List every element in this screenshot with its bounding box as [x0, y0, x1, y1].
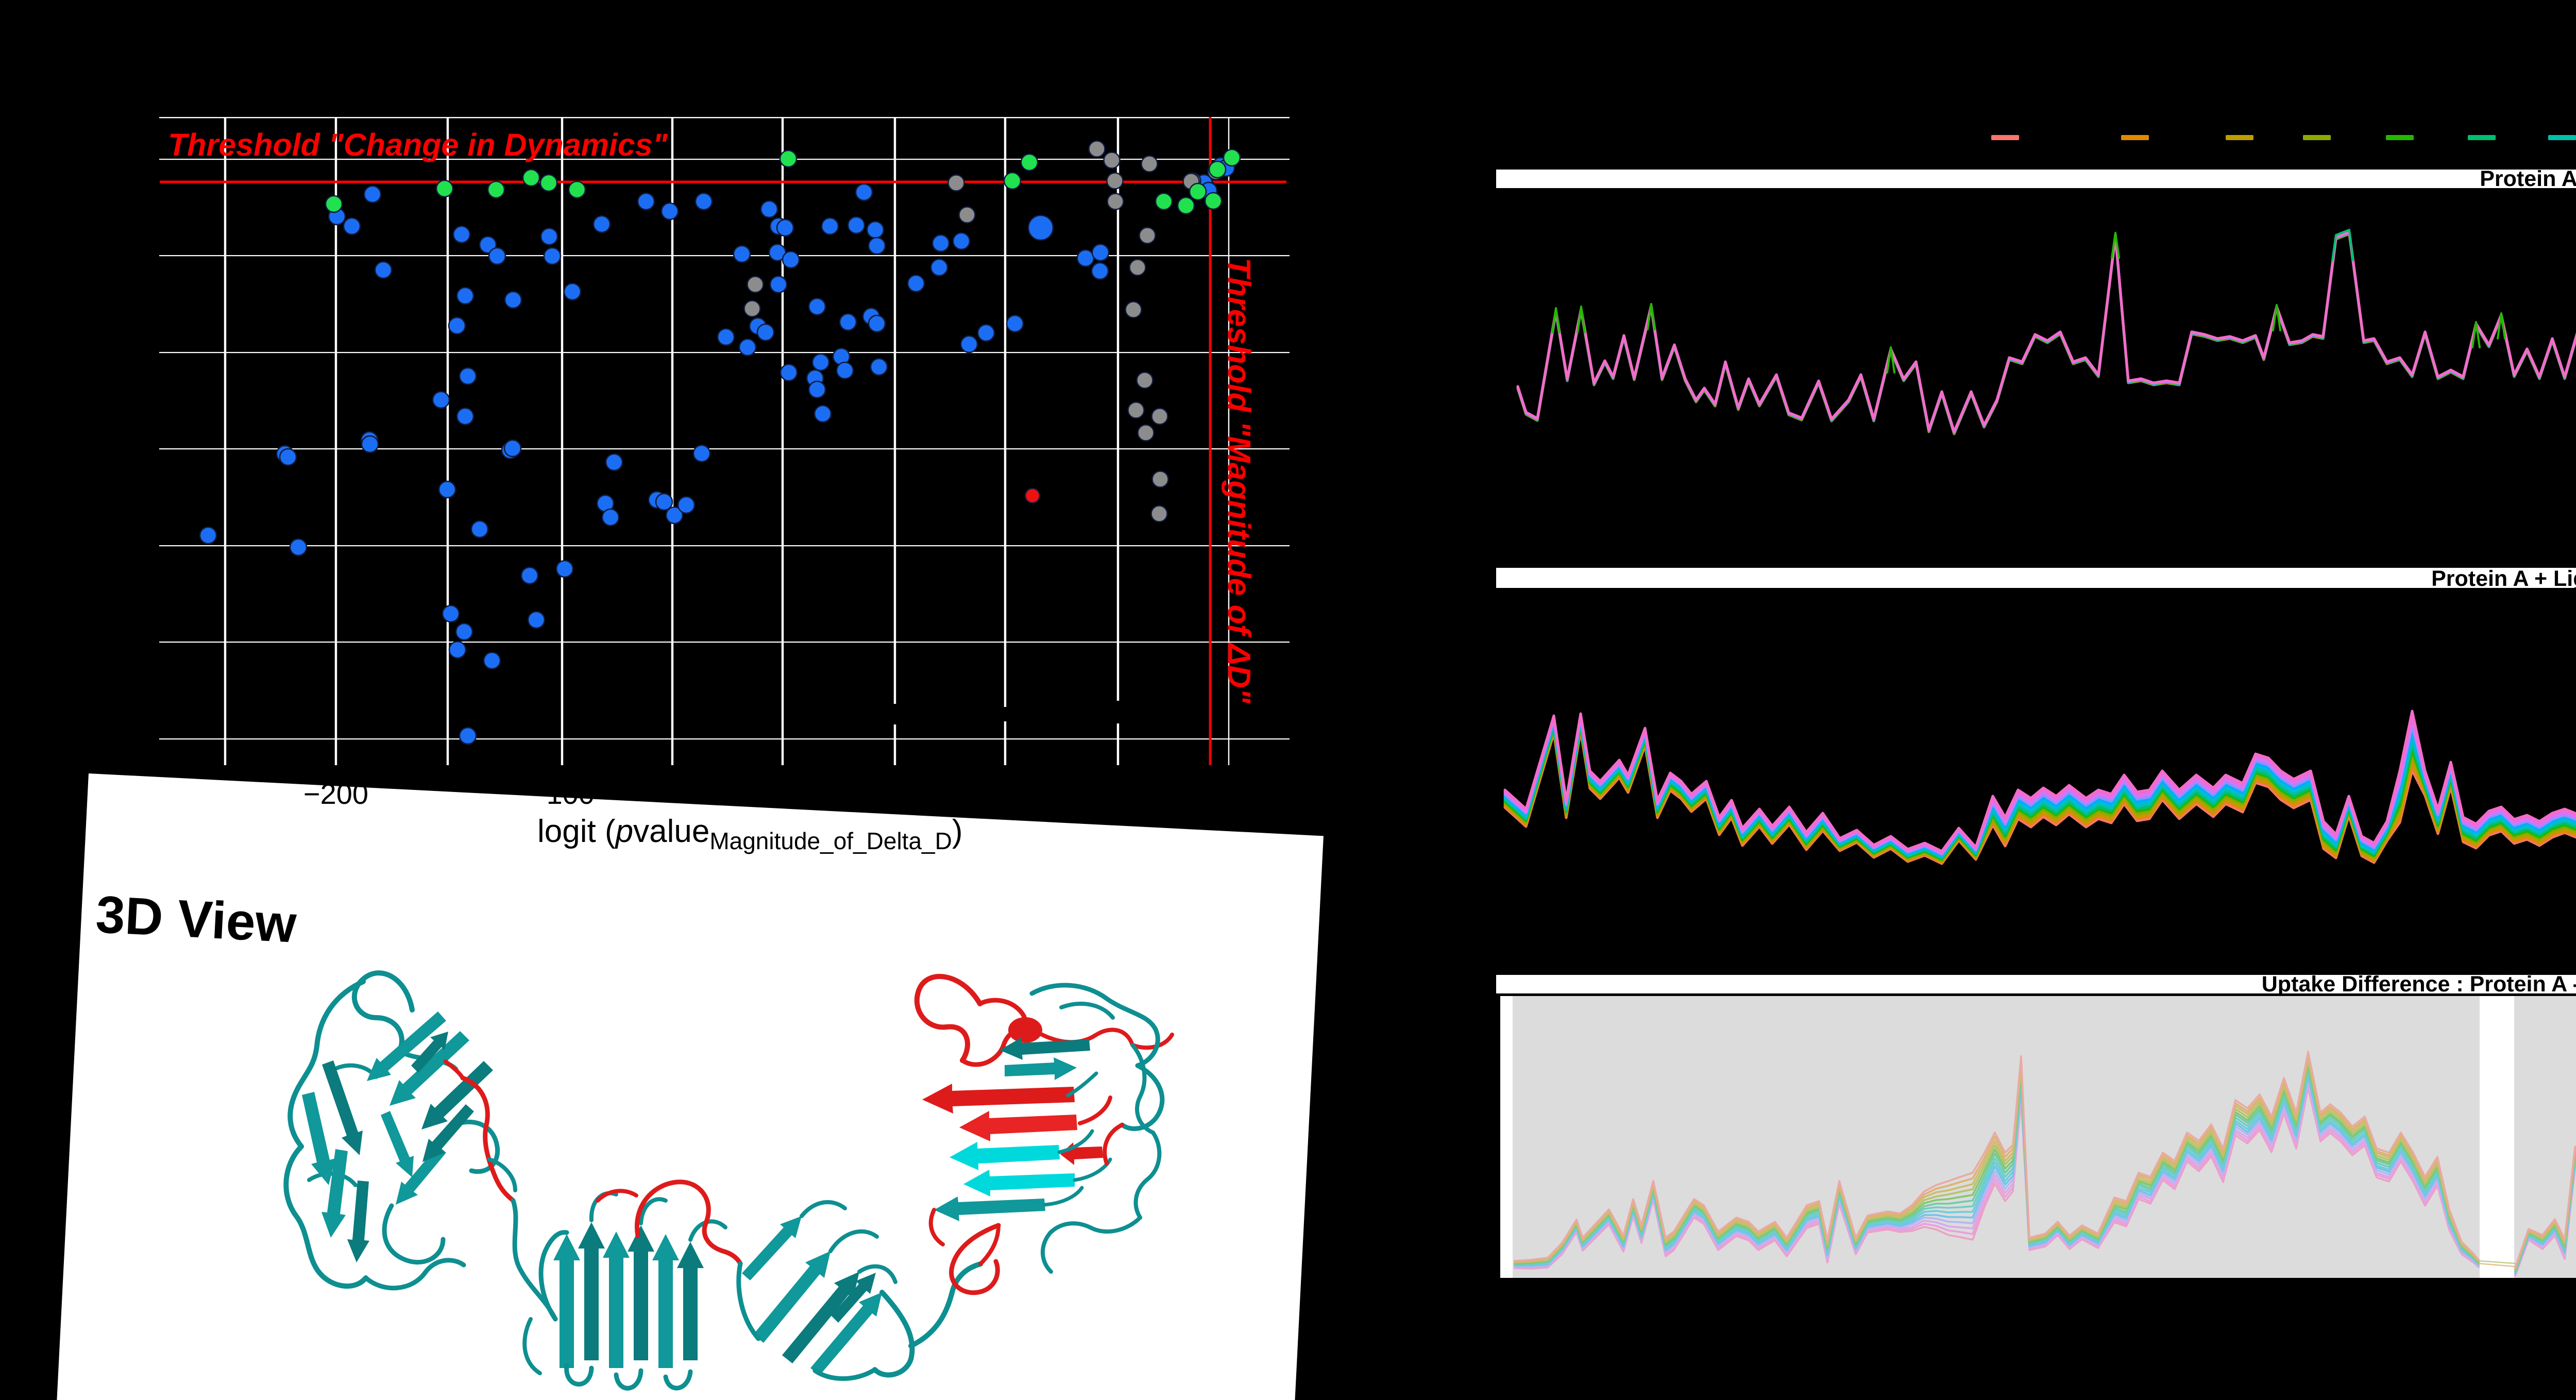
svg-text:3D View: 3D View — [94, 885, 298, 954]
svg-text:Protein A + Ligand: Protein A + Ligand — [2431, 566, 2576, 591]
svg-text:Threshold "Magnitude of ΔD": Threshold "Magnitude of ΔD" — [1221, 258, 1257, 704]
svg-text:Threshold "Change in Dynamics": Threshold "Change in Dynamics" — [168, 127, 668, 162]
svg-text:200: 200 — [1205, 778, 1252, 810]
svg-text:0: 0 — [774, 778, 790, 810]
svg-text:Protein A: Protein A — [2480, 166, 2576, 191]
svg-text:−100: −100 — [530, 778, 595, 810]
svg-text:−200: −200 — [303, 778, 368, 810]
svg-text:100: 100 — [981, 778, 1029, 810]
svg-text:Uptake Difference : Protein A: Uptake Difference : Protein A - (Protein… — [2262, 972, 2576, 997]
